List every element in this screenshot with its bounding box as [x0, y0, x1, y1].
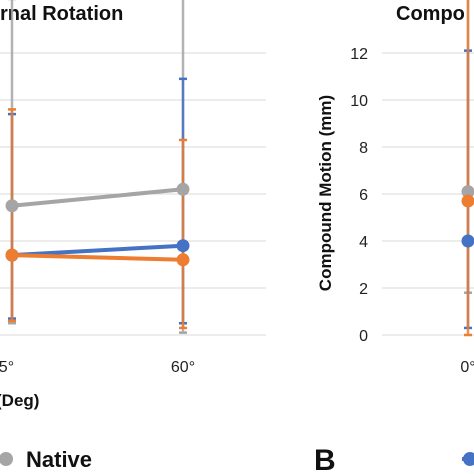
- right-y-tick-labels: 0 2 4 6 8 10 12: [350, 46, 368, 345]
- right-y-tick-label: 2: [359, 281, 368, 298]
- left-data-point: [176, 182, 190, 196]
- legend: Native: [0, 447, 474, 472]
- right-panel: Compo Compound Motion (mm) 0 2 4 6 8 10 12 0°: [316, 0, 474, 376]
- left-panel: rnal Rotation 45° 60° (Deg): [0, 0, 266, 410]
- right-y-tick-label: 12: [350, 46, 368, 63]
- left-chart-title: rnal Rotation: [0, 3, 123, 25]
- right-y-tick-label: 0: [359, 328, 368, 345]
- left-error-bars: [8, 0, 187, 334]
- right-x-tick-labels: 0°: [460, 359, 474, 376]
- left-data-point: [176, 239, 190, 253]
- right-error-bars: [464, 0, 472, 337]
- left-x-axis-label: (Deg): [0, 391, 39, 410]
- right-data-points: [461, 185, 474, 248]
- right-data-point: [461, 185, 474, 199]
- right-y-tick-label: 4: [359, 234, 368, 251]
- right-data-point: [461, 194, 474, 208]
- left-data-points: [5, 182, 190, 267]
- left-series-lines: [11, 187, 184, 262]
- right-y-tick-label: 10: [350, 93, 368, 110]
- panel-label: B: [314, 444, 336, 474]
- left-data-point: [5, 199, 19, 213]
- left-series-line: [11, 187, 184, 208]
- left-x-tick-label: 60°: [171, 359, 195, 376]
- legend-native-label: Native: [26, 447, 92, 472]
- right-data-point: [461, 234, 474, 248]
- left-data-point: [176, 253, 190, 267]
- right-x-tick-label: 0°: [460, 359, 474, 376]
- right-chart-title: Compo: [396, 3, 465, 25]
- right-gridlines: [382, 52, 474, 336]
- legend-blue-marker: [463, 452, 474, 466]
- left-series-line: [11, 243, 184, 258]
- right-y-tick-label: 8: [359, 140, 368, 157]
- legend-native-marker: [0, 452, 13, 466]
- left-data-point: [5, 248, 19, 262]
- left-series-line: [11, 253, 184, 262]
- right-y-axis-label: Compound Motion (mm): [316, 95, 335, 291]
- left-x-tick-labels: 45° 60°: [0, 359, 195, 376]
- right-y-tick-label: 6: [359, 187, 368, 204]
- left-x-tick-label: 45°: [0, 359, 14, 376]
- left-gridlines: [0, 52, 266, 336]
